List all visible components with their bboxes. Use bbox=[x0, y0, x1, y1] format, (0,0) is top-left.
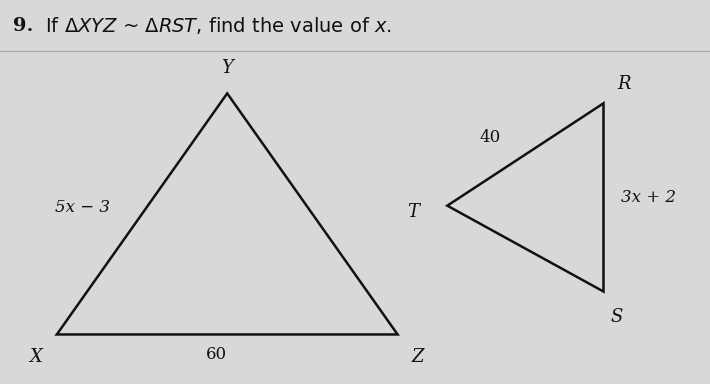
Text: X: X bbox=[29, 348, 42, 366]
Text: S: S bbox=[611, 308, 623, 326]
Text: Z: Z bbox=[412, 348, 425, 366]
Text: 3x + 2: 3x + 2 bbox=[621, 189, 676, 206]
Text: 40: 40 bbox=[479, 129, 501, 146]
Text: 5x − 3: 5x − 3 bbox=[55, 199, 110, 216]
Text: T: T bbox=[407, 203, 419, 221]
Text: 9.: 9. bbox=[13, 17, 33, 35]
Text: If $\mathit{\Delta XYZ}$ ~ $\mathit{\Delta RST}$, find the value of $x$.: If $\mathit{\Delta XYZ}$ ~ $\mathit{\Del… bbox=[39, 15, 392, 36]
Text: Y: Y bbox=[222, 59, 233, 77]
Text: 60: 60 bbox=[206, 346, 227, 363]
Text: R: R bbox=[618, 75, 631, 93]
